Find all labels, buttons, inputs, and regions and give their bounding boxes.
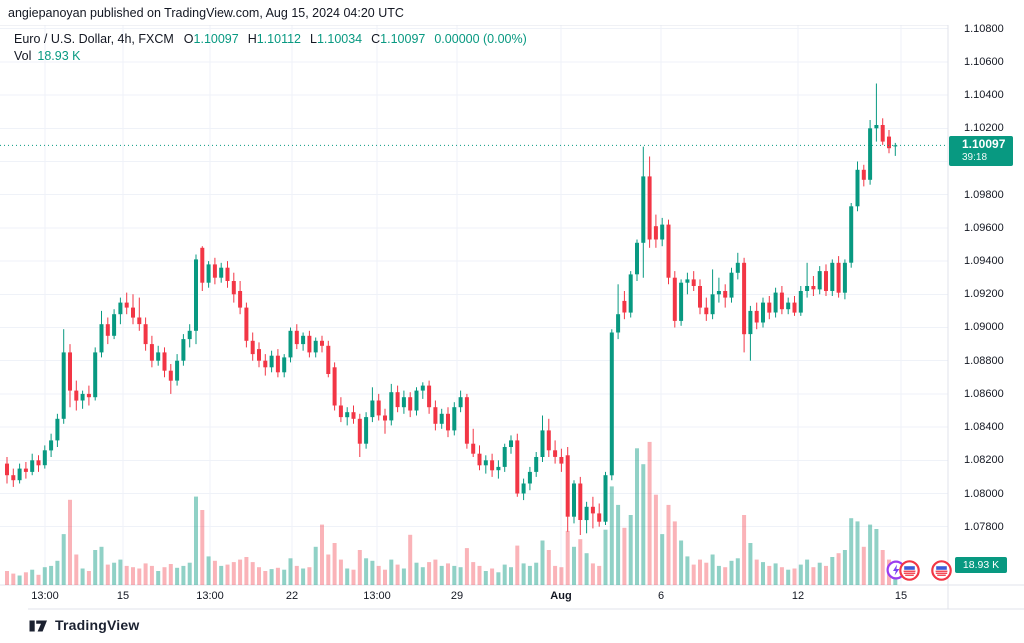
price-axis[interactable]: 1.108001.106001.104001.102001.100001.098… [948, 23, 1024, 585]
volume-bars [5, 441, 898, 585]
legend-volume-row: Vol 18.93 K [14, 48, 527, 65]
us-flag-icon [931, 560, 952, 581]
us-flag-icon [899, 560, 920, 581]
time-axis-label: 13:00 [196, 590, 224, 602]
ohlc-open: O1.10097 [184, 32, 239, 46]
ohlc-high: H1.10112 [248, 32, 301, 46]
price-axis-label: 1.08400 [964, 421, 1004, 433]
volume-value: 18.93 K [37, 49, 81, 63]
current-volume-badge: 18.93 K [955, 557, 1007, 573]
ohlc-low-value: 1.10034 [316, 32, 363, 46]
tv-logo-mark-icon [29, 620, 47, 631]
price-axis-label: 1.08200 [964, 454, 1004, 466]
ohlc-close-label: C [371, 32, 381, 46]
price-axis-label: 1.09400 [964, 255, 1004, 267]
ohlc-high-label: H [247, 32, 257, 46]
change-value: 0.00000 (0.00%) [434, 32, 527, 46]
economic-event-us-flag-icon[interactable] [931, 560, 952, 581]
attribution-text: angiepanoyan published on TradingView.co… [8, 6, 404, 20]
price-axis-label: 1.08800 [964, 355, 1004, 367]
ohlc-low-label: L [310, 32, 317, 46]
price-axis-label: 1.10600 [964, 56, 1004, 68]
chart-pane[interactable] [0, 25, 1024, 610]
symbol-title: Euro / U.S. Dollar, 4h, FXCM [14, 32, 174, 46]
price-axis-label: 1.10400 [964, 89, 1004, 101]
price-axis-label: 1.10800 [964, 23, 1004, 35]
time-axis-label: 13:00 [363, 590, 391, 602]
time-axis-label: 12 [791, 590, 805, 602]
economic-event-us-flag-icon[interactable] [899, 560, 920, 581]
ohlc-close: C1.10097 [371, 32, 425, 46]
volume-label: Vol [14, 49, 32, 63]
time-axis-label: Aug [550, 590, 572, 602]
symbol-legend: Euro / U.S. Dollar, 4h, FXCM O1.10097 H1.1… [14, 31, 527, 65]
price-axis-label: 1.09800 [964, 189, 1004, 201]
price-axis-label: 1.09000 [964, 321, 1004, 333]
price-axis-label: 1.08600 [964, 388, 1004, 400]
candles [5, 83, 898, 535]
current-price-value: 1.10097 [962, 137, 1006, 151]
time-axis-label: 15 [894, 590, 908, 602]
price-axis-label: 1.08000 [964, 488, 1004, 500]
ohlc-close-value: 1.10097 [380, 32, 426, 46]
gridlines [0, 25, 948, 585]
legend-ohlc-row: Euro / U.S. Dollar, 4h, FXCM O1.10097 H1.1… [14, 31, 527, 48]
price-axis-label: 1.07800 [964, 521, 1004, 533]
pane-borders [0, 25, 1024, 610]
current-price-badge: 1.10097 39:18 [949, 136, 1013, 166]
ohlc-low: L1.10034 [310, 32, 362, 46]
tradingview-logo[interactable]: TradingView [29, 617, 139, 633]
time-axis-label: 15 [116, 590, 130, 602]
candlestick-volume-chart [0, 25, 1024, 610]
ohlc-open-label: O [183, 32, 194, 46]
price-axis-label: 1.09200 [964, 288, 1004, 300]
time-axis[interactable]: 13:00 15 13:00 22 13:00 29 Aug 6 12 15 [0, 585, 1024, 609]
ohlc-high-value: 1.10112 [256, 32, 301, 46]
time-axis-label: 29 [450, 590, 464, 602]
time-axis-label: 13:00 [31, 590, 59, 602]
tradingview-logo-text: TradingView [55, 617, 140, 633]
bar-countdown: 39:18 [962, 152, 988, 163]
ohlc-open-value: 1.10097 [193, 32, 239, 46]
price-axis-label: 1.10200 [964, 122, 1004, 134]
price-axis-label: 1.09600 [964, 222, 1004, 234]
time-axis-label: 6 [657, 590, 665, 602]
time-axis-label: 22 [285, 590, 299, 602]
